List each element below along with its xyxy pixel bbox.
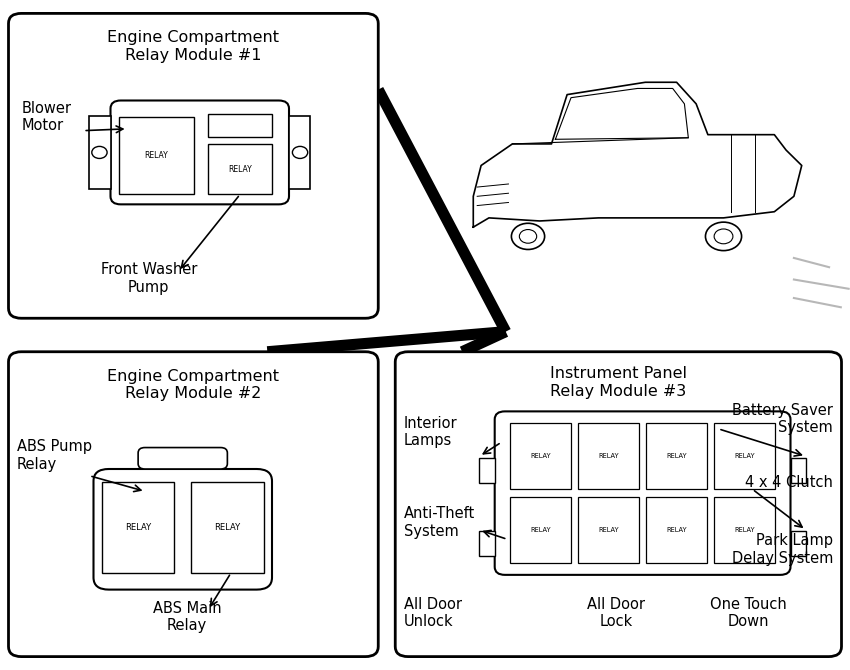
Circle shape xyxy=(706,222,741,251)
FancyBboxPatch shape xyxy=(208,144,272,194)
Bar xyxy=(790,458,806,482)
FancyBboxPatch shape xyxy=(119,117,194,194)
Text: All Door
Lock: All Door Lock xyxy=(587,597,645,629)
Bar xyxy=(479,458,495,482)
Bar xyxy=(479,531,495,556)
Text: RELAY: RELAY xyxy=(734,527,755,533)
Text: Front Washer
Pump: Front Washer Pump xyxy=(100,263,197,295)
FancyBboxPatch shape xyxy=(646,423,707,489)
Bar xyxy=(289,116,310,189)
Text: Interior
Lamps: Interior Lamps xyxy=(404,416,457,448)
Bar xyxy=(790,531,806,556)
FancyBboxPatch shape xyxy=(578,497,639,563)
FancyBboxPatch shape xyxy=(191,482,264,573)
Text: RELAY: RELAY xyxy=(125,523,151,532)
FancyBboxPatch shape xyxy=(208,114,272,137)
FancyBboxPatch shape xyxy=(8,352,378,657)
Text: RELAY: RELAY xyxy=(530,454,551,459)
Text: RELAY: RELAY xyxy=(229,165,252,174)
FancyBboxPatch shape xyxy=(495,411,790,575)
Text: RELAY: RELAY xyxy=(666,527,687,533)
Text: ABS Main
Relay: ABS Main Relay xyxy=(153,601,221,633)
Circle shape xyxy=(519,230,536,243)
Text: Engine Compartment
Relay Module #1: Engine Compartment Relay Module #1 xyxy=(107,30,280,62)
FancyBboxPatch shape xyxy=(578,423,639,489)
FancyBboxPatch shape xyxy=(110,100,289,204)
Text: RELAY: RELAY xyxy=(598,454,619,459)
Text: Battery Saver
System: Battery Saver System xyxy=(732,403,833,435)
Circle shape xyxy=(92,146,107,158)
FancyBboxPatch shape xyxy=(8,13,378,318)
FancyBboxPatch shape xyxy=(138,448,227,469)
Text: RELAY: RELAY xyxy=(666,454,687,459)
Text: RELAY: RELAY xyxy=(530,527,551,533)
Text: All Door
Unlock: All Door Unlock xyxy=(404,597,462,629)
FancyBboxPatch shape xyxy=(714,423,775,489)
FancyBboxPatch shape xyxy=(102,482,174,573)
FancyBboxPatch shape xyxy=(714,497,775,563)
Text: One Touch
Down: One Touch Down xyxy=(710,597,786,629)
Text: RELAY: RELAY xyxy=(598,527,619,533)
Text: Blower
Motor: Blower Motor xyxy=(21,101,71,133)
Text: Engine Compartment
Relay Module #2: Engine Compartment Relay Module #2 xyxy=(107,369,280,401)
Circle shape xyxy=(714,229,733,244)
Circle shape xyxy=(292,146,308,158)
Circle shape xyxy=(512,223,545,249)
Text: Instrument Panel
Relay Module #3: Instrument Panel Relay Module #3 xyxy=(550,366,687,399)
FancyBboxPatch shape xyxy=(94,469,272,590)
Text: 4 x 4 Clutch: 4 x 4 Clutch xyxy=(745,475,833,490)
Bar xyxy=(89,116,110,189)
Text: Anti-Theft
System: Anti-Theft System xyxy=(404,507,475,539)
Text: RELAY: RELAY xyxy=(144,151,168,160)
Text: Park Lamp
Delay System: Park Lamp Delay System xyxy=(732,533,833,565)
Text: RELAY: RELAY xyxy=(734,454,755,459)
FancyBboxPatch shape xyxy=(510,423,571,489)
FancyBboxPatch shape xyxy=(395,352,842,657)
Text: ABS Pump
Relay: ABS Pump Relay xyxy=(17,440,92,472)
FancyBboxPatch shape xyxy=(510,497,571,563)
FancyBboxPatch shape xyxy=(646,497,707,563)
Text: RELAY: RELAY xyxy=(214,523,241,532)
